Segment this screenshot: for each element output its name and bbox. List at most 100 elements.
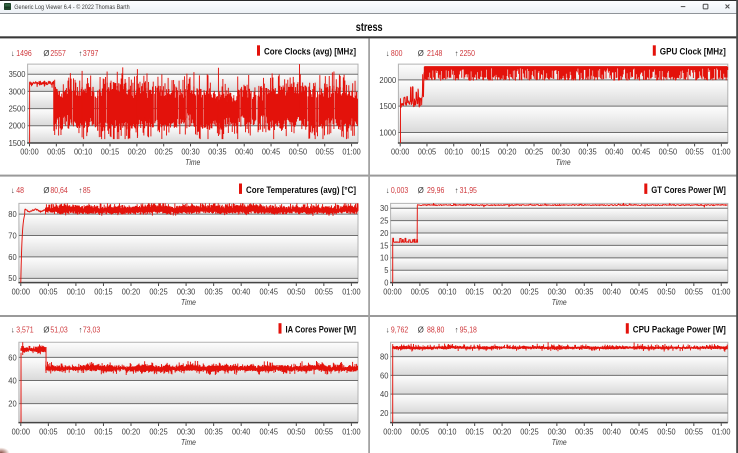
svg-text:Core Clocks (avg) [MHz]: Core Clocks (avg) [MHz] <box>264 47 356 57</box>
svg-text:01:00: 01:00 <box>342 287 361 296</box>
svg-text:20: 20 <box>380 409 389 418</box>
svg-text:00:30: 00:30 <box>177 427 196 436</box>
svg-text:60: 60 <box>380 371 389 380</box>
svg-text:00:05: 00:05 <box>47 148 66 157</box>
svg-text:00:45: 00:45 <box>630 287 649 296</box>
svg-text:00:40: 00:40 <box>232 287 251 296</box>
svg-text:00:00: 00:00 <box>391 148 410 157</box>
svg-text:00:30: 00:30 <box>548 287 567 296</box>
svg-text:stress: stress <box>356 22 383 34</box>
svg-text:00:35: 00:35 <box>204 427 223 436</box>
svg-text:00:25: 00:25 <box>525 148 544 157</box>
svg-text:00:40: 00:40 <box>605 148 624 157</box>
svg-text:00:15: 00:15 <box>465 287 484 296</box>
svg-text:Time: Time <box>185 158 200 167</box>
svg-text:00:25: 00:25 <box>520 287 539 296</box>
svg-text:0: 0 <box>384 279 389 288</box>
svg-text:10: 10 <box>380 254 389 263</box>
svg-text:00:10: 00:10 <box>74 148 93 157</box>
svg-text:01:00: 01:00 <box>712 148 731 157</box>
svg-text:00:10: 00:10 <box>445 148 464 157</box>
svg-text:↓: ↓ <box>386 326 390 335</box>
svg-text:00:15: 00:15 <box>465 427 484 436</box>
svg-text:00:55: 00:55 <box>685 427 704 436</box>
svg-text:00:55: 00:55 <box>316 148 335 157</box>
svg-text:70: 70 <box>8 231 17 240</box>
svg-text:00:20: 00:20 <box>122 427 141 436</box>
svg-text:80: 80 <box>8 210 17 219</box>
svg-text:01:00: 01:00 <box>712 427 731 436</box>
svg-text:00:30: 00:30 <box>177 287 196 296</box>
svg-text:00:50: 00:50 <box>657 427 676 436</box>
svg-text:2000: 2000 <box>379 76 396 85</box>
svg-text:00:45: 00:45 <box>630 427 649 436</box>
svg-text:00:15: 00:15 <box>471 148 490 157</box>
svg-text:↓: ↓ <box>11 49 15 58</box>
svg-text:31,95: 31,95 <box>460 186 478 195</box>
svg-text:GPU Clock [MHz]: GPU Clock [MHz] <box>660 47 726 57</box>
svg-text:↑: ↑ <box>455 186 459 195</box>
svg-text:00:15: 00:15 <box>94 427 113 436</box>
svg-text:00:20: 00:20 <box>498 148 517 157</box>
svg-text:80,64: 80,64 <box>50 186 68 195</box>
svg-text:00:05: 00:05 <box>411 287 430 296</box>
svg-text:00:45: 00:45 <box>262 148 281 157</box>
svg-text:00:25: 00:25 <box>149 287 168 296</box>
svg-text:GT Cores Power [W]: GT Cores Power [W] <box>651 185 726 195</box>
svg-text:00:45: 00:45 <box>260 287 279 296</box>
svg-text:00:00: 00:00 <box>12 287 31 296</box>
svg-text:Ø: Ø <box>418 186 424 195</box>
svg-text:9,762: 9,762 <box>391 326 409 335</box>
svg-text:00:10: 00:10 <box>67 427 86 436</box>
svg-text:73,03: 73,03 <box>83 326 101 335</box>
svg-text:01:00: 01:00 <box>342 427 361 436</box>
svg-text:1496: 1496 <box>16 49 32 58</box>
svg-text:00:50: 00:50 <box>287 427 306 436</box>
svg-text:00:00: 00:00 <box>383 427 402 436</box>
svg-text:00:10: 00:10 <box>438 427 457 436</box>
svg-text:88,80: 88,80 <box>427 326 445 335</box>
svg-text:00:35: 00:35 <box>204 287 223 296</box>
svg-text:00:45: 00:45 <box>632 148 651 157</box>
svg-text:2500: 2500 <box>9 104 26 113</box>
svg-text:20: 20 <box>380 229 389 238</box>
svg-text:40: 40 <box>380 390 389 399</box>
svg-text:00:25: 00:25 <box>520 427 539 436</box>
svg-text:00:10: 00:10 <box>438 287 457 296</box>
svg-text:15: 15 <box>380 241 389 250</box>
svg-text:00:40: 00:40 <box>235 148 254 157</box>
svg-text:00:45: 00:45 <box>260 427 279 436</box>
svg-text:↑: ↑ <box>79 326 83 335</box>
svg-text:29,96: 29,96 <box>427 186 445 195</box>
svg-text:00:20: 00:20 <box>128 148 147 157</box>
svg-text:00:05: 00:05 <box>39 427 58 436</box>
svg-text:Time: Time <box>552 298 567 307</box>
svg-text:48: 48 <box>16 186 24 195</box>
svg-text:01:00: 01:00 <box>712 287 731 296</box>
svg-text:Time: Time <box>552 438 567 447</box>
svg-text:↓: ↓ <box>386 49 390 58</box>
svg-text:↑: ↑ <box>79 186 83 195</box>
svg-text:00:00: 00:00 <box>20 148 39 157</box>
svg-text:IA Cores Power [W]: IA Cores Power [W] <box>286 325 357 335</box>
svg-text:00:50: 00:50 <box>659 148 678 157</box>
svg-text:51,03: 51,03 <box>50 326 68 335</box>
svg-text:00:20: 00:20 <box>493 287 512 296</box>
svg-text:00:00: 00:00 <box>12 427 31 436</box>
svg-text:2557: 2557 <box>50 49 66 58</box>
svg-text:Core Temperatures (avg) [°C]: Core Temperatures (avg) [°C] <box>246 185 356 195</box>
svg-text:1500: 1500 <box>9 139 26 148</box>
svg-text:5: 5 <box>384 266 389 275</box>
svg-text:Time: Time <box>556 158 571 167</box>
svg-text:85: 85 <box>83 186 91 195</box>
svg-text:1500: 1500 <box>379 102 396 111</box>
svg-text:00:55: 00:55 <box>685 148 704 157</box>
svg-text:800: 800 <box>391 49 403 58</box>
svg-text:00:50: 00:50 <box>289 148 308 157</box>
svg-text:1000: 1000 <box>379 128 396 137</box>
svg-text:CPU Package Power [W]: CPU Package Power [W] <box>633 325 726 335</box>
svg-text:↑: ↑ <box>79 49 83 58</box>
svg-text:2000: 2000 <box>9 122 26 131</box>
svg-text:30: 30 <box>380 204 389 213</box>
svg-text:00:25: 00:25 <box>154 148 173 157</box>
